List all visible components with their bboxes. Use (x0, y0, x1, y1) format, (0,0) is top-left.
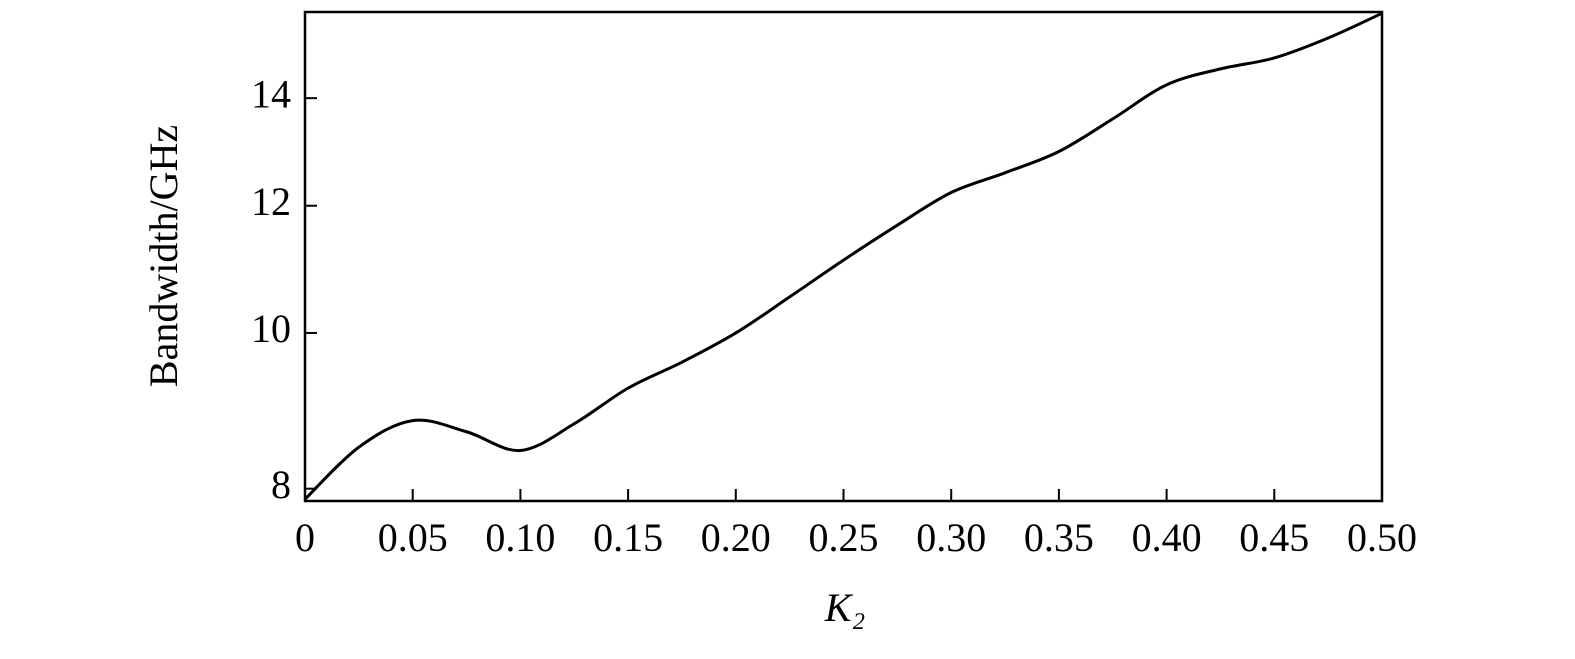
x-tick-label: 0.40 (1132, 515, 1202, 560)
x-tick-label: 0.15 (593, 515, 663, 560)
x-tick-label: 0.05 (378, 515, 448, 560)
x-tick-label: 0.50 (1347, 515, 1417, 560)
y-tick-label: 14 (251, 71, 291, 116)
x-tick-label: 0.10 (485, 515, 555, 560)
x-tick-label: 0.25 (809, 515, 879, 560)
x-tick-label: 0.20 (701, 515, 771, 560)
y-axis-label: Bandwidth/GHz (141, 125, 186, 387)
y-tick-label: 12 (251, 179, 291, 224)
x-tick-label: 0 (295, 515, 315, 560)
y-tick-label: 8 (271, 462, 291, 507)
x-tick-label: 0.45 (1239, 515, 1309, 560)
data-line (303, 11, 1383, 501)
x-tick-label: 0.35 (1024, 515, 1094, 560)
x-tick-label: 0.30 (916, 515, 986, 560)
plot-frame (303, 10, 1384, 503)
x-axis-label: K₂ (824, 585, 866, 630)
y-tick-label: 10 (251, 306, 291, 351)
